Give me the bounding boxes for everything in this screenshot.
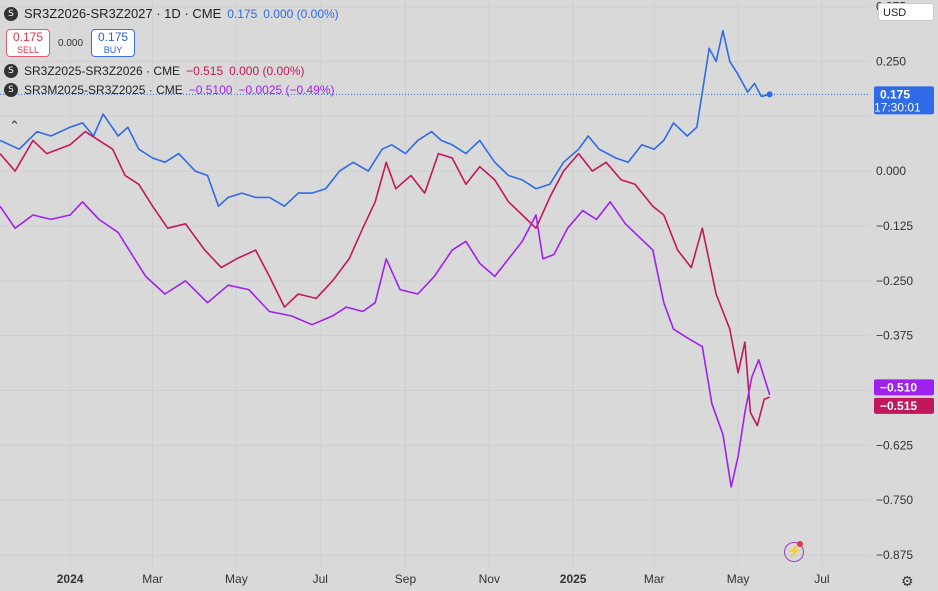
chevron-up-icon[interactable]: ⌃	[9, 118, 20, 133]
series3-change: −0.0025 (−0.49%)	[238, 82, 335, 97]
series3-title: SR3M2025-SR3Z2025 · CME	[24, 82, 183, 97]
red-price-tag	[874, 397, 934, 414]
sell-button[interactable]: 0.175 SELL	[6, 29, 50, 57]
series-line-1	[0, 29, 770, 207]
spread-value: 0.000	[58, 37, 84, 49]
y-tick-label: −0.625	[876, 438, 913, 452]
buy-price: 0.175	[98, 30, 129, 44]
x-tick-label: Mar	[644, 572, 665, 586]
x-tick-label: Jul	[313, 572, 328, 586]
chart-legend: S SR3Z2026-SR3Z2027 · 1D · CME 0.175 0.0…	[4, 4, 339, 99]
trade-panel: 0.175 SELL 0.000 0.175 BUY	[6, 29, 339, 57]
series-line-3	[0, 201, 771, 488]
x-tick-label: May	[225, 572, 248, 586]
symbol-icon: S	[4, 82, 18, 97]
series3-value: −0.5100	[188, 82, 233, 97]
blue-price-tag-time: 17:30:01	[874, 100, 921, 114]
purple-price-tag	[874, 379, 934, 396]
y-tick-label: 0.000	[876, 164, 906, 178]
red-price-tag-label: −0.515	[880, 399, 917, 413]
series-line-2	[0, 130, 770, 427]
purple-price-tag-label: −0.510	[880, 380, 917, 394]
x-tick-label: 2025	[560, 572, 587, 586]
x-tick-label: 2024	[57, 572, 84, 586]
x-tick-label: Jul	[814, 572, 829, 586]
buy-label: BUY	[103, 45, 123, 55]
main-symbol-value: 0.175	[227, 6, 258, 21]
symbol-icon: S	[4, 6, 18, 21]
y-tick-label: −0.250	[876, 274, 913, 288]
series2-change: 0.000 (0.00%)	[229, 63, 305, 78]
y-tick-label: 0.250	[876, 54, 906, 68]
symbol-icon: S	[4, 63, 18, 78]
blue-price-tag	[874, 86, 934, 115]
y-tick-label: −0.375	[876, 329, 913, 343]
series2-value: −0.515	[186, 63, 224, 78]
y-tick-label: −0.125	[876, 219, 913, 233]
sell-price: 0.175	[12, 30, 44, 44]
sell-label: SELL	[16, 45, 40, 55]
x-tick-label: May	[727, 572, 750, 586]
buy-button[interactable]: 0.175 BUY	[91, 29, 136, 57]
legend-series2-row[interactable]: S SR3Z2025-SR3Z2026 · CME −0.515 0.000 (…	[4, 61, 339, 80]
legend-series3-row[interactable]: S SR3M2025-SR3Z2025 · CME −0.5100 −0.002…	[4, 80, 339, 99]
main-symbol-title[interactable]: SR3Z2026-SR3Z2027 · 1D · CME	[24, 6, 222, 21]
y-tick-label: −0.875	[876, 548, 913, 562]
blue-price-tag-label: 0.175	[880, 87, 910, 101]
x-tick-label: Mar	[142, 572, 163, 586]
last-price-marker	[766, 91, 773, 98]
y-tick-label: −0.750	[876, 493, 913, 507]
series2-title: SR3Z2025-SR3Z2026 · CME	[24, 63, 181, 78]
x-tick-label: Nov	[479, 572, 500, 586]
x-tick-label: Sep	[395, 572, 417, 586]
notification-dot	[797, 541, 803, 547]
currency-selector[interactable]: USD	[878, 3, 934, 21]
lightning-icon[interactable]: ⚡	[784, 542, 804, 562]
gear-icon[interactable]: ⚙	[901, 573, 914, 589]
main-symbol-change: 0.000 (0.00%)	[263, 6, 339, 21]
legend-main-row[interactable]: S SR3Z2026-SR3Z2027 · 1D · CME 0.175 0.0…	[4, 4, 339, 23]
